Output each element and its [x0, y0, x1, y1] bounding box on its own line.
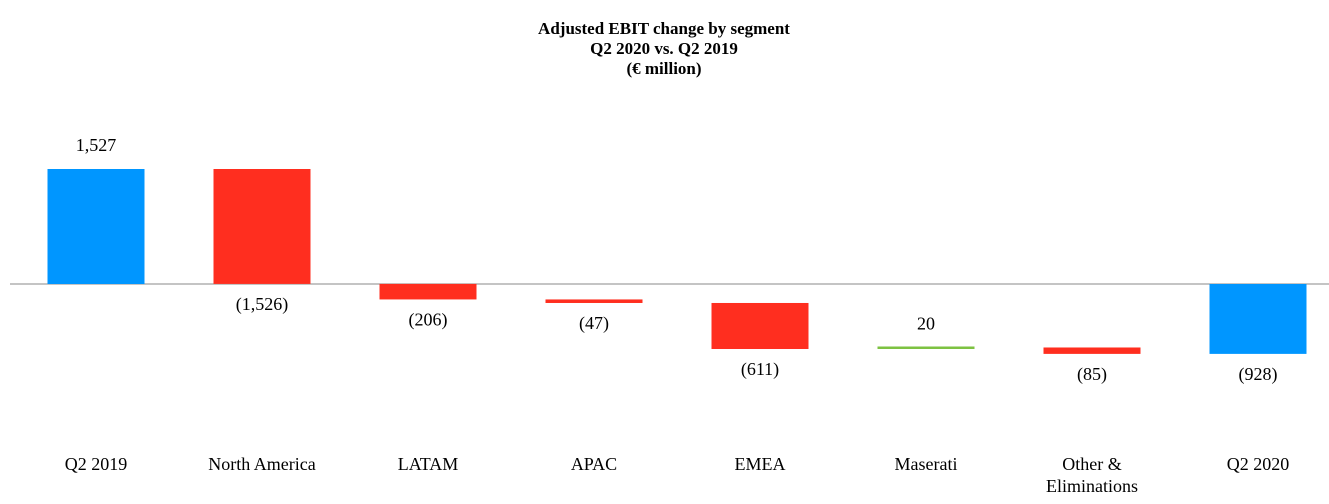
chart-subtitle: Q2 2020 vs. Q2 2019: [590, 39, 738, 58]
value-label: (85): [1077, 364, 1107, 385]
value-label: (1,526): [236, 294, 289, 315]
bar: [1209, 284, 1307, 354]
x-tick-label: Q2 2019: [64, 454, 128, 474]
x-tick-label: EMEA: [734, 454, 786, 474]
x-tick-label: Maserati: [894, 454, 958, 474]
bar: [877, 346, 975, 349]
x-tick-label: North America: [208, 454, 316, 474]
value-label: 20: [917, 314, 935, 334]
bar: [47, 169, 145, 284]
bar: [1043, 347, 1141, 354]
x-tick-label: Other & Eliminations: [1046, 454, 1138, 496]
bar: [711, 302, 809, 349]
value-label: (206): [409, 310, 448, 331]
x-tick-label: APAC: [570, 454, 618, 474]
value-label: (928): [1239, 364, 1278, 385]
unit-label: (€ million): [626, 59, 701, 78]
bar: [545, 299, 643, 303]
value-label: (47): [579, 313, 609, 334]
chart-title: Adjusted EBIT change by segment: [538, 19, 790, 38]
x-tick-label: LATAM: [397, 454, 459, 474]
value-label: 1,527: [76, 135, 117, 155]
bar: [213, 169, 311, 284]
bar: [379, 283, 477, 300]
x-tick-label: Q2 2020: [1226, 454, 1290, 474]
value-label: (611): [741, 359, 779, 380]
